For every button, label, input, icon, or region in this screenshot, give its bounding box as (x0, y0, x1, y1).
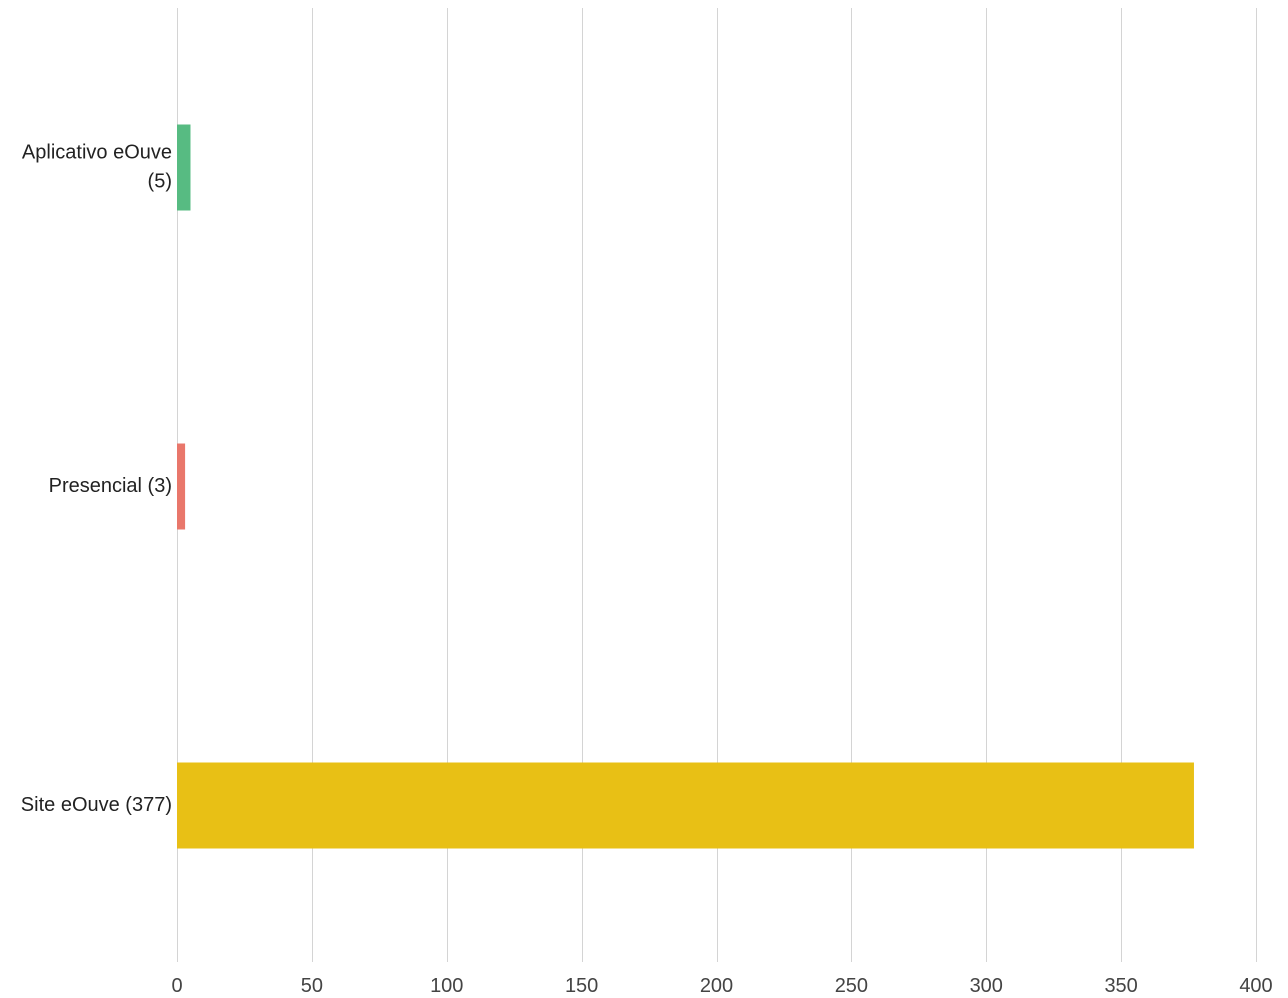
grid-layer (177, 8, 1257, 962)
x-tick-label: 400 (1239, 975, 1272, 997)
category-label: Aplicativo eOuve (5) (22, 141, 172, 192)
x-tick-layer: 0 50 100 150 200 250 300 350 400 (171, 975, 1272, 997)
x-tick-label: 350 (1104, 975, 1137, 997)
category-label-layer: Aplicativo eOuve (5) Presencial (3) Site eO… (21, 141, 172, 816)
bar-layer (177, 124, 1194, 849)
x-tick-label: 250 (835, 975, 868, 997)
bar[interactable] (177, 762, 1194, 849)
category-label: Site eOuve (377) (21, 794, 172, 816)
x-tick-label: 150 (565, 975, 598, 997)
x-tick-label: 50 (301, 975, 323, 997)
category-label: Presencial (3) (49, 475, 172, 497)
bar[interactable] (177, 443, 186, 530)
bar[interactable] (177, 124, 191, 211)
x-tick-label: 0 (171, 975, 182, 997)
x-tick-label: 200 (700, 975, 733, 997)
x-tick-label: 300 (970, 975, 1003, 997)
x-tick-label: 100 (430, 975, 463, 997)
